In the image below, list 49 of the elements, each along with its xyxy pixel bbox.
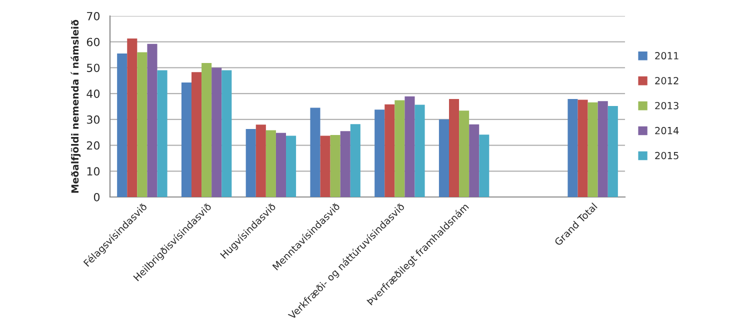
bar [202,63,212,197]
bar [459,110,470,197]
bar [350,124,360,197]
bar [286,136,296,197]
bar [246,128,256,197]
y-tick-label: 40 [86,90,100,98]
bar [256,124,266,197]
bar [578,100,588,197]
y-tick-label: 20 [86,141,100,150]
bar [212,68,222,197]
legend-label: 2013 [655,102,678,110]
bar [598,101,608,197]
y-tick-label: 50 [86,64,100,72]
legend-label: 2014 [655,126,679,134]
bar [117,53,128,197]
bar [137,52,148,197]
y-tick-label: 30 [86,115,100,124]
bar [181,82,192,197]
bar [320,136,330,197]
bar [469,124,480,197]
bar [147,44,158,197]
bar [394,100,405,197]
bar [404,96,415,197]
legend-label: 2011 [655,52,678,60]
bar [568,99,578,197]
bar [384,104,395,197]
bar [157,70,168,197]
bar [374,110,385,197]
bar [310,108,320,197]
bar [266,130,276,197]
bar [449,99,460,197]
bar [588,102,598,197]
bar [276,132,286,197]
bar [479,134,490,197]
legend-label: 2015 [655,152,678,160]
y-tick-label: 70 [87,12,100,20]
y-axis-title: Meðalfjöldi nemenda í námsleið [70,20,81,193]
bar [330,134,340,197]
bar [340,131,350,197]
y-tick-label: 0 [94,192,100,202]
bar [438,119,449,197]
legend-label: 2012 [655,77,678,84]
y-tick-label: 60 [86,38,100,46]
bar [608,106,618,197]
bar [414,104,425,197]
bar [127,38,138,197]
y-tick-label: 10 [87,167,100,176]
bar [192,72,202,197]
bar [222,70,232,197]
